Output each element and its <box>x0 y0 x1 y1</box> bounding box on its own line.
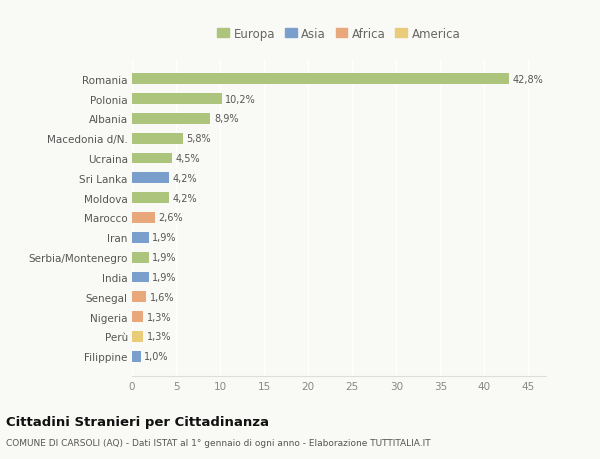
Bar <box>132 331 143 342</box>
Text: 2,6%: 2,6% <box>158 213 183 223</box>
Text: 1,9%: 1,9% <box>152 252 177 263</box>
Bar <box>132 213 155 224</box>
Legend: Europa, Asia, Africa, America: Europa, Asia, Africa, America <box>217 28 461 40</box>
Bar <box>132 232 149 243</box>
Text: 1,9%: 1,9% <box>152 233 177 243</box>
Text: 1,3%: 1,3% <box>147 312 172 322</box>
Bar <box>132 94 222 105</box>
Text: 10,2%: 10,2% <box>226 94 256 104</box>
Text: 1,9%: 1,9% <box>152 272 177 282</box>
Text: 4,5%: 4,5% <box>175 154 200 164</box>
Text: 1,6%: 1,6% <box>149 292 174 302</box>
Text: 1,3%: 1,3% <box>147 332 172 342</box>
Bar <box>132 153 172 164</box>
Text: 1,0%: 1,0% <box>145 352 169 362</box>
Bar <box>132 193 169 204</box>
Bar <box>132 351 141 362</box>
Text: COMUNE DI CARSOLI (AQ) - Dati ISTAT al 1° gennaio di ogni anno - Elaborazione TU: COMUNE DI CARSOLI (AQ) - Dati ISTAT al 1… <box>6 438 431 448</box>
Bar <box>132 272 149 283</box>
Text: 42,8%: 42,8% <box>512 74 543 84</box>
Bar <box>132 74 509 85</box>
Bar <box>132 292 146 302</box>
Bar <box>132 312 143 322</box>
Text: 8,9%: 8,9% <box>214 114 238 124</box>
Bar <box>132 114 211 124</box>
Text: 4,2%: 4,2% <box>173 193 197 203</box>
Bar <box>132 134 183 144</box>
Bar <box>132 252 149 263</box>
Text: Cittadini Stranieri per Cittadinanza: Cittadini Stranieri per Cittadinanza <box>6 415 269 428</box>
Bar <box>132 173 169 184</box>
Text: 4,2%: 4,2% <box>173 174 197 184</box>
Text: 5,8%: 5,8% <box>187 134 211 144</box>
